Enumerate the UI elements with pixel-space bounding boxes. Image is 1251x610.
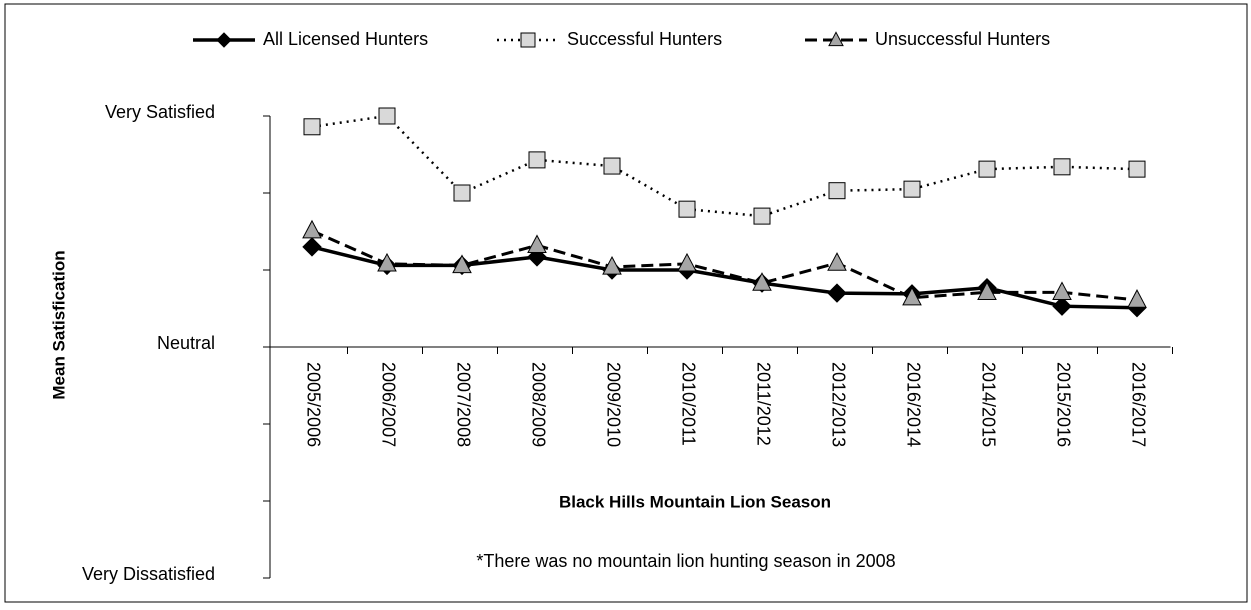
x-tick-label: 2005/2006 [303, 362, 323, 447]
x-tick-label: 2012/2013 [828, 362, 848, 447]
marker [303, 118, 321, 136]
marker [378, 107, 396, 125]
legend-label: Successful Hunters [567, 29, 722, 49]
y-tick-label: Very Dissatisfied [82, 564, 215, 584]
legend-label: Unsuccessful Hunters [875, 29, 1050, 49]
x-axis-title: Black Hills Mountain Lion Season [559, 492, 831, 511]
legend-item: Successful Hunters [497, 29, 722, 49]
marker [752, 272, 772, 291]
x-tick-label: 2009/2010 [603, 362, 623, 447]
x-tick-label: 2010/2011 [678, 362, 698, 446]
marker [453, 184, 471, 202]
marker [1052, 281, 1072, 301]
y-axis-title: Mean Satisfication [49, 250, 68, 399]
x-tick-label: 2016/2017 [1128, 362, 1148, 447]
y-tick-label: Very Satisfied [105, 102, 215, 122]
marker [1052, 296, 1072, 316]
marker [828, 31, 844, 47]
x-tick-label: 2007/2008 [453, 362, 473, 447]
marker [528, 151, 546, 169]
marker [520, 32, 536, 48]
y-tick-label: Neutral [157, 333, 215, 353]
x-tick-label: 2015/2016 [1053, 362, 1073, 447]
marker [377, 252, 397, 272]
marker [1128, 160, 1146, 178]
marker [827, 283, 847, 303]
marker [1053, 158, 1071, 176]
marker [302, 237, 322, 257]
marker [902, 286, 922, 306]
legend-item: Unsuccessful Hunters [805, 29, 1050, 49]
marker [678, 200, 696, 218]
legend-label: All Licensed Hunters [263, 29, 428, 49]
x-tick-label: 2006/2007 [378, 362, 398, 447]
marker [978, 160, 996, 178]
marker [753, 207, 771, 225]
x-tick-label: 2008/2009 [528, 362, 548, 447]
marker [527, 234, 547, 254]
marker [677, 252, 697, 272]
marker [828, 182, 846, 200]
marker [602, 255, 622, 275]
x-tick-label: 2016/2014 [903, 362, 923, 447]
marker [603, 157, 621, 175]
marker [452, 254, 472, 274]
series-line [311, 229, 1138, 302]
marker [1127, 289, 1147, 308]
marker [977, 281, 997, 301]
chart-border [4, 3, 1248, 603]
marker [302, 219, 322, 239]
marker [903, 180, 921, 198]
legend-item: All Licensed Hunters [193, 29, 428, 49]
x-tick-label: 2014/2015 [978, 362, 998, 447]
x-tick-label: 2011/2012 [753, 362, 773, 446]
marker [827, 252, 847, 271]
annotation: *There was no mountain lion hunting seas… [476, 551, 895, 571]
marker [216, 32, 232, 48]
